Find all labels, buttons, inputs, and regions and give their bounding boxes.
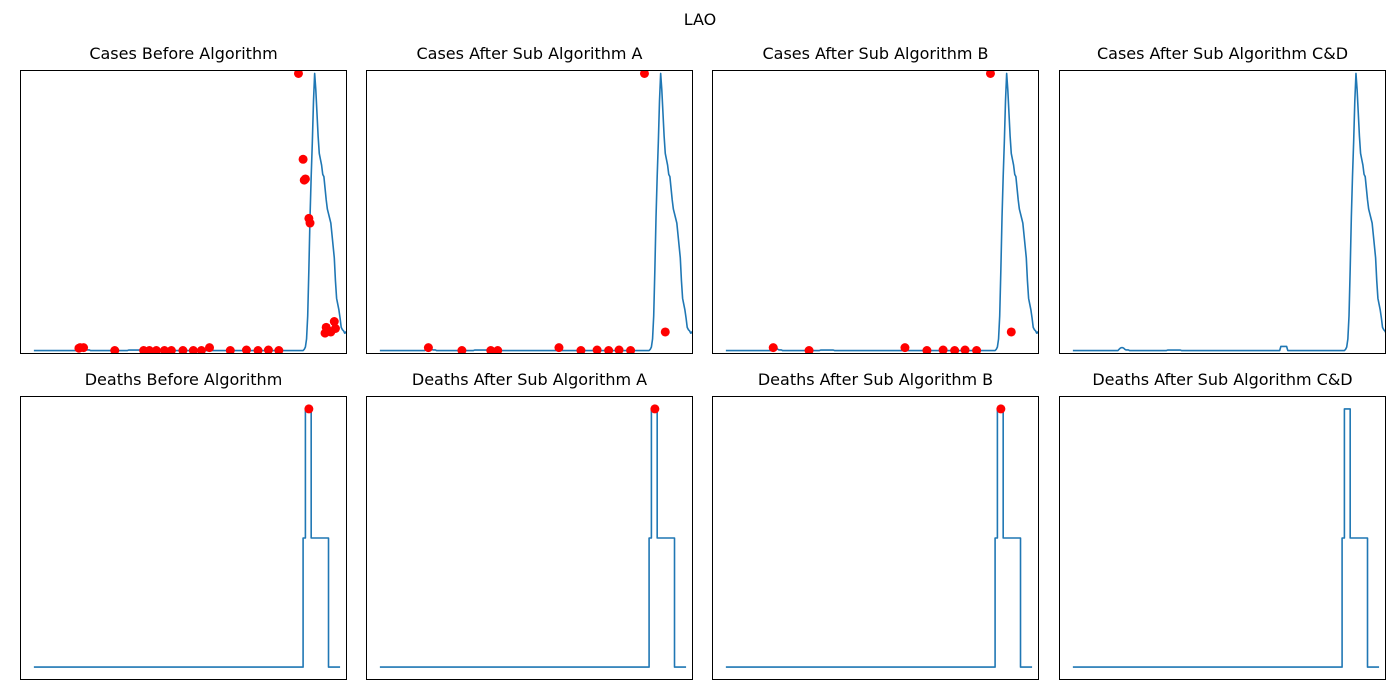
peak-marker-10	[639, 70, 649, 78]
peak-marker-11	[660, 327, 670, 337]
peak-marker-11	[196, 346, 206, 354]
peak-marker-21	[300, 174, 310, 184]
plot-area	[20, 70, 347, 354]
axes-frame	[20, 70, 347, 354]
peak-marker-19	[298, 154, 308, 164]
axes-frame	[1059, 70, 1386, 354]
peak-marker-18	[293, 70, 303, 78]
peak-marker-9	[178, 346, 188, 354]
series-line-0	[725, 72, 1039, 352]
peak-marker-0	[650, 404, 660, 414]
peak-marker-16	[263, 345, 273, 354]
axes-frame	[712, 396, 1039, 680]
plot-area	[1059, 396, 1386, 680]
series-line-0	[1072, 72, 1386, 352]
peak-marker-7	[972, 346, 982, 354]
panel-deaths-sub-b: Deaths After Sub Algorithm B	[712, 370, 1039, 680]
axes-frame	[20, 396, 347, 680]
peak-marker-13	[225, 346, 235, 354]
peak-marker-28	[329, 317, 339, 327]
chart-title: Cases After Sub Algorithm A	[416, 44, 643, 63]
peak-marker-6	[151, 346, 161, 354]
peak-marker-0	[423, 343, 433, 353]
peak-marker-0	[768, 343, 778, 353]
plot-area	[712, 396, 1039, 680]
chart-title: Cases After Sub Algorithm C&D	[1096, 44, 1349, 63]
chart-title: Deaths After Sub Algorithm B	[757, 370, 994, 389]
panel-cases-before: Cases Before Algorithm	[20, 44, 347, 354]
peak-marker-23	[305, 218, 315, 228]
plot-area	[20, 396, 347, 680]
panel-deaths-before: Deaths Before Algorithm	[20, 370, 347, 680]
chart-title: Deaths After Sub Algorithm C&D	[1092, 370, 1353, 389]
peak-marker-0	[996, 404, 1006, 414]
series-line-0	[33, 408, 341, 668]
peak-marker-0	[304, 404, 314, 414]
chart-title: Deaths Before Algorithm	[84, 370, 283, 389]
peak-marker-3	[493, 346, 503, 354]
series-line-0	[1072, 408, 1380, 668]
peak-marker-17	[274, 346, 284, 354]
panel-deaths-sub-a: Deaths After Sub Algorithm A	[366, 370, 693, 680]
peak-marker-2	[900, 343, 910, 353]
chart-title: Deaths After Sub Algorithm A	[411, 370, 648, 389]
peak-marker-29	[330, 324, 340, 333]
peak-marker-5	[576, 346, 586, 354]
peak-marker-8	[985, 70, 995, 78]
peak-marker-9	[1006, 327, 1016, 337]
peak-marker-4	[554, 343, 564, 353]
peak-marker-12	[205, 343, 214, 353]
peak-marker-8	[166, 346, 176, 354]
panel-deaths-sub-cd: Deaths After Sub Algorithm C&D	[1059, 370, 1386, 680]
axes-frame	[366, 70, 693, 354]
peak-marker-6	[592, 345, 602, 354]
peak-marker-5	[950, 346, 960, 354]
peak-marker-3	[922, 346, 932, 354]
series-line-0	[33, 72, 347, 352]
series-line-0	[379, 408, 687, 668]
peak-marker-1	[457, 346, 467, 354]
peak-marker-4	[938, 345, 948, 354]
peak-marker-6	[960, 345, 970, 354]
series-line-0	[725, 408, 1033, 668]
peak-marker-2	[486, 346, 496, 354]
axes-frame	[1059, 396, 1386, 680]
peak-marker-15	[253, 346, 263, 354]
axes-frame	[712, 70, 1039, 354]
series-line-0	[379, 72, 693, 352]
chart-title: Cases After Sub Algorithm B	[762, 44, 989, 63]
panel-cases-sub-b: Cases After Sub Algorithm B	[712, 44, 1039, 354]
figure-title: LAO	[683, 10, 717, 29]
peak-marker-2	[79, 343, 89, 353]
chart-title: Cases Before Algorithm	[89, 44, 278, 63]
peak-marker-1	[804, 346, 814, 354]
peak-marker-3	[110, 346, 120, 354]
plot-area	[366, 396, 693, 680]
peak-marker-9	[626, 346, 636, 354]
plot-area	[366, 70, 693, 354]
peak-marker-14	[241, 345, 251, 354]
peak-marker-8	[614, 345, 624, 354]
panel-cases-sub-a: Cases After Sub Algorithm A	[366, 44, 693, 354]
peak-marker-7	[159, 346, 169, 354]
peak-marker-7	[604, 346, 614, 354]
panel-cases-sub-cd: Cases After Sub Algorithm C&D	[1059, 44, 1386, 354]
plot-area	[1059, 70, 1386, 354]
axes-frame	[366, 396, 693, 680]
peak-marker-10	[188, 346, 198, 354]
plot-area	[712, 70, 1039, 354]
peak-marker-5	[144, 346, 154, 354]
